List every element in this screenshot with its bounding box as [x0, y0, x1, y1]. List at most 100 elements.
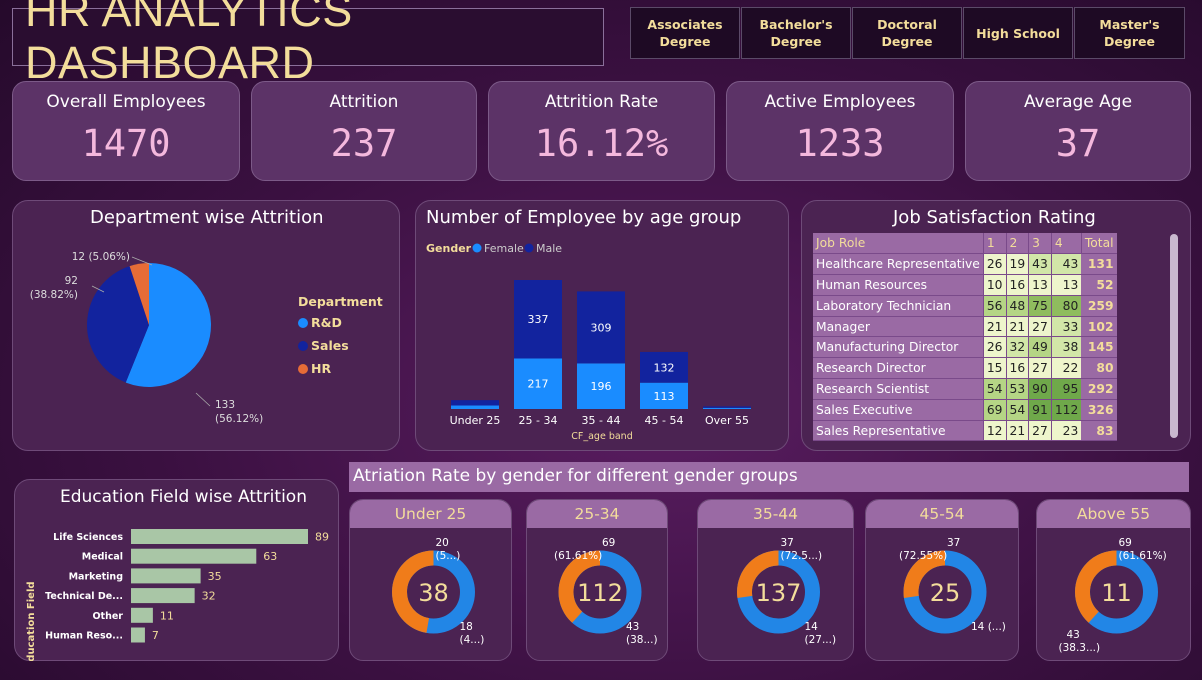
slicer-doctoral-degree[interactable]: Doctoral Degree — [852, 7, 962, 59]
rating-cell: 75 — [1028, 295, 1052, 317]
donut-segment-b[interactable] — [392, 550, 475, 634]
job-satisfaction-table-wrap[interactable]: Job Role 1 2 3 4 Total Healthcare Representat… — [813, 233, 1155, 441]
job-role-cell: Manufacturing Director — [813, 336, 984, 359]
legend-label[interactable]: R&D — [311, 315, 342, 330]
pie-slice-hr[interactable] — [129, 263, 149, 325]
age-x-axis-label: CF_age band — [571, 431, 632, 442]
rating-cell: 95 — [1050, 378, 1082, 400]
education-field-title: Education Field wise Attrition — [60, 487, 307, 507]
edu-tick-label: Marketing — [69, 571, 123, 582]
donut-chart: 137 37(72.5...) 14(27...) — [737, 537, 836, 646]
department-attrition-title: Department wise Attrition — [90, 207, 324, 228]
bar-male[interactable] — [577, 291, 625, 364]
donut-chart: 38 20(5...) 18(4...) — [392, 537, 484, 646]
pie-data-label: (38.82%) — [30, 289, 78, 301]
edu-bar[interactable] — [131, 529, 308, 544]
edu-tick-label: Medical — [82, 552, 123, 563]
kpi-attrition-rate: Attrition Rate 16.12% — [488, 81, 715, 181]
job-satisfaction-title: Job Satisfaction Rating — [893, 207, 1096, 228]
rating-cell: 12 — [982, 420, 1007, 441]
table-header-cell[interactable]: 4 — [1050, 233, 1082, 255]
age-group-chart: Gender Female Male Under 25 217 337 25 - 34… — [426, 242, 751, 442]
bar-female[interactable] — [514, 358, 562, 409]
legend-label[interactable]: HR — [311, 361, 331, 376]
kpi-label: Overall Employees — [46, 92, 206, 112]
kpi-average-age: Average Age 37 — [965, 81, 1191, 181]
job-role-cell: Research Director — [813, 357, 984, 380]
job-role-cell: Sales Representative — [813, 420, 984, 441]
donut-segment-b[interactable] — [1075, 550, 1158, 634]
slicer-high-school[interactable]: High School — [963, 7, 1073, 59]
rating-cell: 21 — [1005, 316, 1029, 338]
age-tick-label: 25 - 34 — [519, 414, 558, 427]
legend-label[interactable]: Sales — [311, 338, 349, 353]
donut-label-b: 14 — [805, 621, 819, 633]
rating-cell: 15 — [982, 357, 1007, 380]
donut-center-total: 38 — [418, 579, 449, 607]
gender-group-banner: Atriation Rate by gender for different g… — [349, 462, 1189, 492]
kpi-label: Attrition — [329, 92, 399, 112]
job-role-cell: Laboratory Technician — [813, 295, 984, 317]
table-header-cell[interactable]: 2 — [1005, 233, 1029, 255]
rating-cell: 53 — [1005, 378, 1029, 400]
job-satisfaction-table: Job Role 1 2 3 4 Total Healthcare Representat… — [813, 233, 1117, 441]
rating-cell: 26 — [982, 336, 1007, 359]
table-header-cell[interactable]: 3 — [1028, 233, 1052, 255]
donut-label-a-pct: (72.5...) — [781, 550, 823, 562]
bar-male[interactable] — [451, 400, 499, 406]
table-header-cell[interactable]: 1 — [982, 233, 1007, 255]
slicer-masters-degree[interactable]: Master's Degree — [1074, 7, 1185, 59]
bar-male[interactable] — [514, 280, 562, 359]
pie-slice-rd[interactable] — [125, 263, 212, 387]
table-header-cell[interactable]: Job Role — [813, 233, 984, 255]
donut-card-4: 45-54 25 37 (72.55%) 14 (...) — [865, 499, 1019, 661]
bar-female[interactable] — [703, 407, 751, 409]
bar-male[interactable] — [640, 351, 688, 383]
edu-bar[interactable] — [131, 607, 153, 623]
total-cell: 145 — [1081, 336, 1117, 359]
total-cell: 83 — [1081, 420, 1117, 441]
pie-slice-sales[interactable] — [86, 266, 149, 383]
total-cell: 292 — [1081, 378, 1117, 400]
bar-male[interactable] — [703, 406, 751, 408]
pie-leader-line — [195, 392, 211, 407]
dashboard-title-box: HR ANALYTICS DASHBOARD — [12, 0, 604, 88]
slicer-bachelors-degree[interactable]: Bachelor's Degree — [741, 7, 851, 59]
rating-cell: 16 — [1005, 274, 1029, 296]
bar-female[interactable] — [451, 405, 499, 409]
donut-segment-b[interactable] — [558, 550, 642, 634]
donut-label-b: 43 — [626, 621, 639, 633]
donut-segment-b[interactable] — [903, 550, 987, 634]
donut-label-a: 37 — [947, 537, 960, 549]
slicer-associates-degree[interactable]: Associates Degree — [630, 7, 740, 59]
edu-bar[interactable] — [131, 568, 201, 584]
donut-chart: 112 69(61.61%) 43(38...) — [554, 537, 658, 646]
age-tick-label: 45 - 54 — [645, 414, 684, 427]
kpi-value: 16.12% — [534, 122, 669, 165]
donut-label-a: 69 — [602, 537, 615, 549]
bar-female[interactable] — [577, 363, 625, 409]
donut-segment-b[interactable] — [737, 550, 820, 634]
edu-bar[interactable] — [131, 548, 257, 564]
kpi-attrition: Attrition 237 — [251, 81, 477, 181]
pie-data-label: (56.12%) — [215, 413, 263, 425]
rating-cell: 16 — [1005, 357, 1029, 380]
pie-data-label: 133 — [215, 399, 235, 411]
pie-leader-line — [91, 285, 105, 293]
legend-male-dot — [524, 243, 534, 253]
donut-label-a-pct: (72.55%) — [899, 550, 947, 562]
kpi-label: Attrition Rate — [544, 92, 659, 112]
kpi-label: Average Age — [1023, 92, 1133, 112]
edu-bar[interactable] — [131, 627, 145, 643]
edu-bar[interactable] — [131, 588, 195, 604]
bar-male-label: 132 — [654, 361, 675, 374]
rating-cell: 13 — [1050, 274, 1082, 296]
rating-cell: 48 — [1005, 295, 1029, 317]
table-scrollbar[interactable] — [1170, 234, 1178, 438]
donut-label-a-pct: (61.61%) — [554, 550, 602, 562]
table-row: Healthcare Representative 26 19 43 43 131 — [813, 253, 1117, 276]
table-header-cell[interactable]: Total — [1080, 233, 1117, 255]
bar-female[interactable] — [640, 382, 688, 409]
edu-data-label: 63 — [263, 550, 277, 563]
rating-cell: 32 — [1005, 336, 1029, 359]
